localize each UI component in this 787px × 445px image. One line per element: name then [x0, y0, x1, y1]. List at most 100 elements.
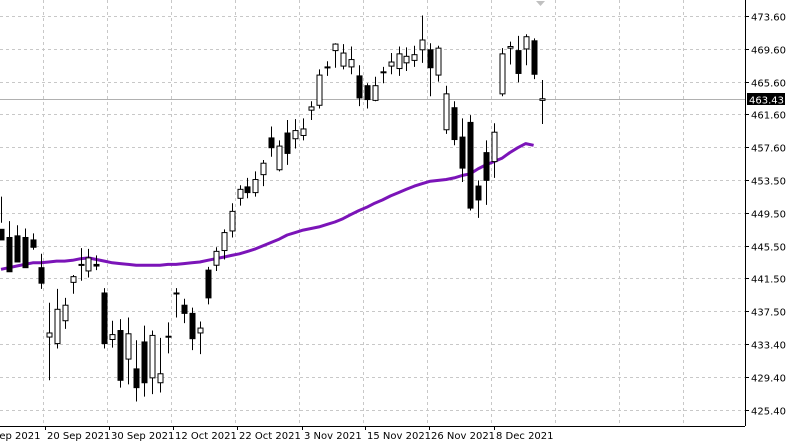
candle-body-up [507, 46, 514, 49]
candle-body-down [205, 269, 212, 299]
moving-average-layer [0, 142, 534, 271]
candle-body-up [539, 98, 546, 101]
grid [0, 0, 745, 426]
candle [260, 159, 267, 187]
candle [38, 253, 45, 289]
candle-body-up [316, 74, 323, 106]
candle-body-down [117, 330, 124, 381]
candle-body-down [244, 186, 251, 194]
candle [308, 101, 315, 120]
candle [324, 61, 331, 76]
candle-body-up [396, 53, 403, 70]
candle [332, 43, 339, 68]
candle [419, 15, 426, 63]
candle [380, 66, 387, 84]
candle-body-down [364, 85, 371, 101]
y-tick-label: 449.50 [751, 210, 786, 221]
x-tick-label: 20 Sep 2021 [47, 431, 110, 442]
candle-body-down [14, 235, 21, 263]
candle [340, 44, 347, 70]
candle [229, 203, 236, 238]
y-tick-label: 441.50 [751, 275, 786, 286]
candle-body-up [340, 52, 347, 67]
candles-layer [0, 15, 546, 402]
candle-body-down [427, 49, 434, 69]
time-axis-panel [0, 426, 787, 445]
candle [14, 225, 21, 263]
candle [475, 180, 482, 218]
candle [54, 288, 61, 349]
candle [165, 322, 172, 354]
candle [499, 48, 506, 97]
candle [539, 79, 546, 125]
candle-body-up [78, 263, 85, 266]
candle-body-up [125, 333, 132, 360]
candle-body-down [467, 121, 474, 209]
candle [213, 247, 220, 271]
candle-body-down [0, 228, 5, 241]
candle [78, 248, 85, 281]
candle-body-down [173, 292, 180, 295]
y-tick-label: 461.60 [751, 111, 786, 122]
candle [268, 126, 275, 157]
candle [300, 118, 307, 141]
candle [507, 41, 514, 65]
current-price-label: 463.43 [749, 96, 784, 107]
candle [443, 85, 450, 134]
candle [515, 35, 522, 83]
candle-body-up [308, 106, 315, 111]
candle-body-up [411, 54, 418, 61]
candle-body-up [292, 130, 299, 140]
x-tick-label: 8 Dec 2021 [496, 431, 554, 442]
candle [133, 340, 140, 402]
candle-body-down [475, 185, 482, 201]
current-price-box [747, 93, 785, 105]
y-tick-label: 445.50 [751, 243, 786, 254]
candle-body-up [300, 128, 307, 136]
candle [316, 69, 323, 109]
y-tick-label: 469.60 [751, 46, 786, 57]
candle [237, 185, 244, 206]
candle-body-down [451, 107, 458, 141]
candle-body-down [93, 263, 100, 267]
candle-body-up [197, 327, 204, 334]
candle [173, 288, 180, 318]
candle [284, 119, 291, 165]
candle [388, 53, 395, 75]
candle [0, 196, 5, 241]
candle [93, 255, 100, 271]
candle [6, 221, 13, 273]
candle [276, 140, 283, 172]
candle [157, 337, 164, 393]
candle [101, 288, 108, 349]
y-tick-label: 453.50 [751, 177, 786, 188]
candle-body-down [483, 152, 490, 181]
candle-body-down [141, 341, 148, 384]
candle [189, 307, 196, 351]
y-tick-label: 465.60 [751, 79, 786, 90]
y-tick-label: 429.40 [751, 374, 786, 385]
shift-marker-icon[interactable] [536, 1, 545, 6]
candle-body-up [260, 162, 267, 176]
y-tick-label: 457.60 [751, 144, 786, 155]
candle [22, 228, 29, 269]
candle [403, 47, 410, 71]
x-tick-label: Sep 2021 [0, 431, 40, 442]
candle-body-down [268, 137, 275, 149]
candle-body-up [213, 250, 220, 266]
candle-body-up [380, 71, 387, 74]
candle [117, 319, 124, 388]
candle-body-up [62, 304, 69, 322]
candle-body-up [403, 55, 410, 64]
candle-body-up [149, 334, 156, 379]
candle [292, 119, 299, 149]
x-tick-label: 30 Sep 2021 [111, 431, 174, 442]
x-tick-label: 15 Nov 2021 [367, 431, 431, 442]
y-tick-label: 433.40 [751, 341, 786, 352]
candle-body-up [229, 210, 236, 232]
candle-body-up [332, 43, 339, 52]
x-tick-label: 22 Oct 2021 [239, 431, 301, 442]
candle [149, 330, 156, 395]
